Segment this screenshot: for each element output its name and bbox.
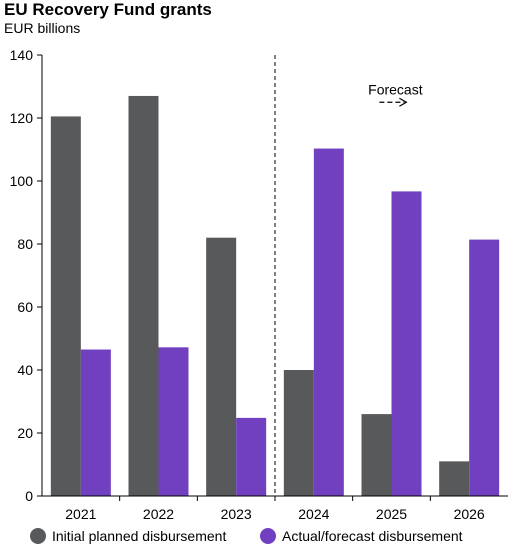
legend-label-actual: Actual/forecast disbursement [282, 528, 463, 544]
bar-actual-2026 [469, 239, 500, 496]
bar-planned-2024 [283, 370, 314, 496]
bar-actual-2023 [236, 417, 267, 496]
forecast-arrow-head [399, 97, 408, 107]
y-tick-label: 20 [17, 425, 33, 441]
bar-planned-2025 [361, 414, 392, 496]
y-tick-label: 60 [17, 299, 33, 315]
chart-title: EU Recovery Fund grants [4, 0, 212, 19]
y-tick-label: 40 [17, 362, 33, 378]
forecast-label: Forecast [368, 82, 423, 98]
legend-marker-actual [260, 528, 276, 544]
x-tick-label: 2021 [65, 506, 96, 522]
chart-subtitle: EUR billions [4, 20, 81, 36]
y-tick-label: 80 [17, 236, 33, 252]
bar-planned-2021 [50, 116, 81, 497]
bar-actual-2024 [313, 148, 344, 496]
legend-marker-planned [30, 528, 46, 544]
x-tick-label: 2024 [298, 506, 329, 522]
x-tick-label: 2022 [143, 506, 174, 522]
y-tick-label: 120 [10, 110, 34, 126]
x-tick-label: 2025 [376, 506, 407, 522]
bar-actual-2022 [158, 347, 189, 496]
bar-planned-2022 [128, 95, 159, 496]
legend-label-planned: Initial planned disbursement [52, 528, 226, 544]
x-tick-label: 2023 [221, 506, 252, 522]
bar-planned-2023 [206, 237, 237, 496]
y-tick-label: 100 [10, 173, 34, 189]
x-tick-label: 2026 [454, 506, 485, 522]
bar-actual-2025 [391, 191, 422, 496]
bar-planned-2026 [439, 461, 470, 496]
y-tick-label: 0 [25, 488, 33, 504]
bar-actual-2021 [80, 349, 111, 496]
y-tick-label: 140 [10, 47, 34, 63]
